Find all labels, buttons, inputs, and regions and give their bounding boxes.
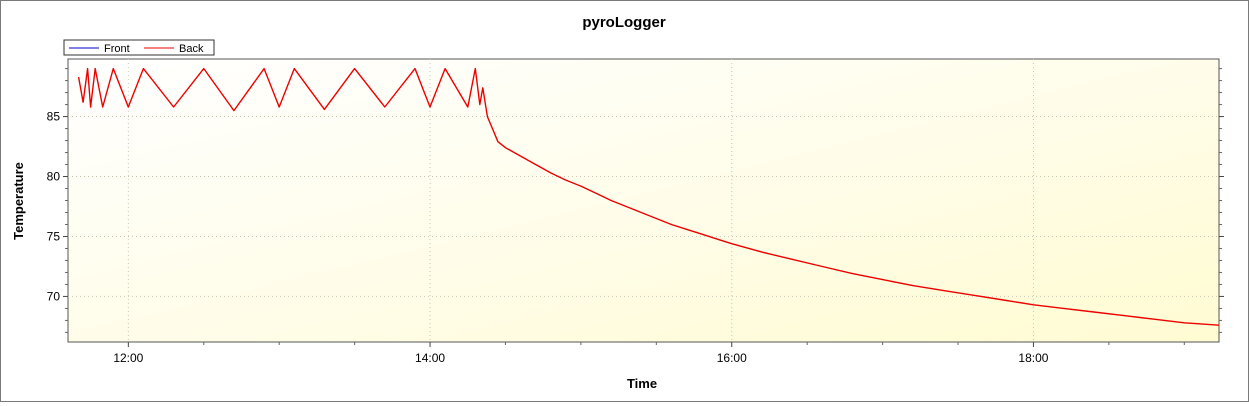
y-tick-label: 75	[47, 229, 61, 243]
chart-title: pyroLogger	[582, 14, 665, 31]
legend: Front Back	[63, 39, 215, 56]
y-tick-label: 70	[47, 289, 61, 303]
series-layer	[77, 67, 1220, 326]
x-tick-label: 18:00	[1018, 351, 1048, 365]
x-tick-label: 16:00	[717, 351, 747, 365]
plot-area	[67, 58, 1220, 343]
x-tick-label: 12:00	[113, 351, 143, 365]
series-line-back	[77, 67, 1220, 326]
legend-label-back: Back	[179, 43, 204, 55]
y-tick-label: 85	[47, 110, 61, 124]
y-tick-label: 80	[47, 170, 61, 184]
x-tick-label: 14:00	[415, 351, 445, 365]
legend-box	[63, 39, 215, 56]
legend-label-front: Front	[104, 43, 130, 55]
y-axis-label: Temperature	[11, 162, 26, 240]
x-axis-label: Time	[627, 376, 657, 391]
x-axis: 12:00 14:00 16:00 18:00	[113, 342, 1185, 365]
y-axis: 70 75 80 85	[47, 68, 1224, 333]
